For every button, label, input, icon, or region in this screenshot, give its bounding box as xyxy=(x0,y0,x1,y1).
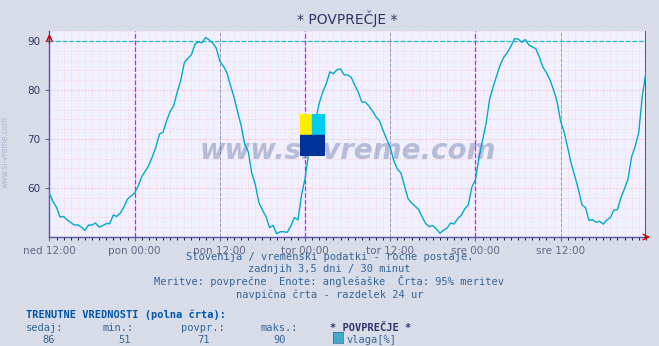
Bar xyxy=(312,114,325,135)
Text: sedaj:: sedaj: xyxy=(26,323,64,333)
Text: * POVPREČJE *: * POVPREČJE * xyxy=(330,323,411,333)
Text: maks.:: maks.: xyxy=(260,323,298,333)
Text: www.si-vreme.com: www.si-vreme.com xyxy=(200,137,496,165)
Text: vlaga[%]: vlaga[%] xyxy=(347,335,397,345)
Text: povpr.:: povpr.: xyxy=(181,323,225,333)
Text: Meritve: povprečne  Enote: anglešaške  Črta: 95% meritev: Meritve: povprečne Enote: anglešaške Črt… xyxy=(154,275,505,287)
Text: www.si-vreme.com: www.si-vreme.com xyxy=(1,116,10,188)
Text: min.:: min.: xyxy=(102,323,133,333)
Bar xyxy=(300,135,325,156)
Text: TRENUTNE VREDNOSTI (polna črta):: TRENUTNE VREDNOSTI (polna črta): xyxy=(26,309,226,320)
Text: Slovenija / vremenski podatki - ročne postaje.: Slovenija / vremenski podatki - ročne po… xyxy=(186,251,473,262)
Text: 71: 71 xyxy=(198,335,210,345)
Text: zadnjih 3,5 dni / 30 minut: zadnjih 3,5 dni / 30 minut xyxy=(248,264,411,274)
Text: 90: 90 xyxy=(273,335,286,345)
Text: navpična črta - razdelek 24 ur: navpična črta - razdelek 24 ur xyxy=(236,289,423,300)
Bar xyxy=(300,114,312,135)
Title: * POVPREČJE *: * POVPREČJE * xyxy=(297,11,398,27)
Text: 86: 86 xyxy=(43,335,55,345)
Text: 51: 51 xyxy=(119,335,131,345)
